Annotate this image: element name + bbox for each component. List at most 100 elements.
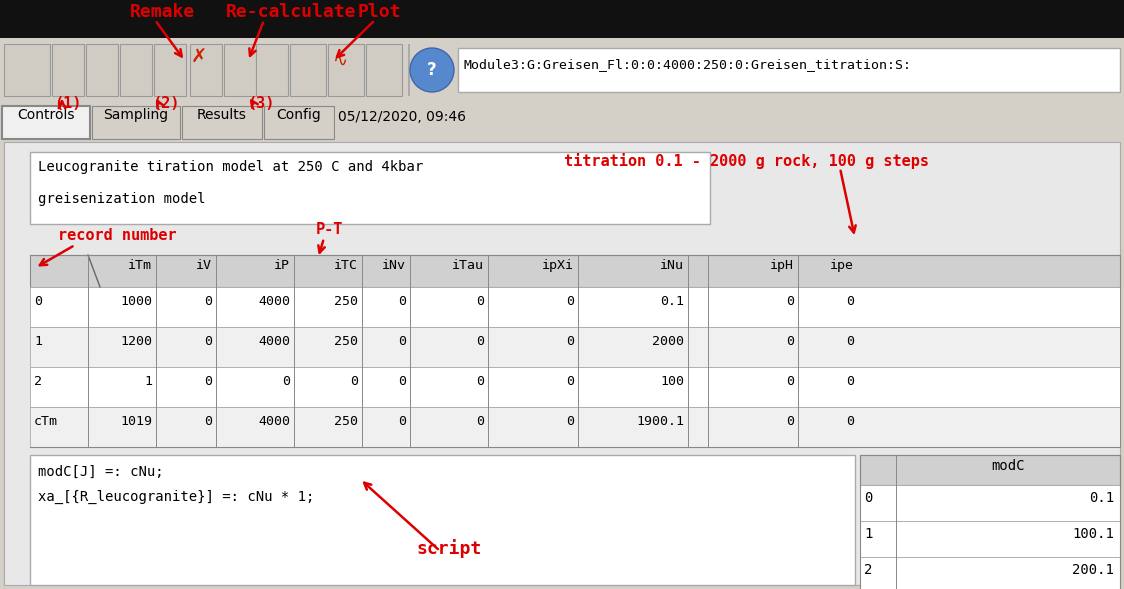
Text: iNv: iNv [382, 259, 406, 272]
Bar [860, 485, 1120, 521]
Text: modC: modC [991, 459, 1025, 473]
Text: 0: 0 [203, 295, 212, 308]
Bar [120, 44, 152, 96]
Bar [457, 48, 1120, 92]
Bar [0, 140, 1124, 589]
Text: 0.1: 0.1 [660, 295, 685, 308]
Bar [860, 521, 1120, 557]
Text: 200.1: 200.1 [1072, 563, 1114, 577]
Text: 4000: 4000 [259, 295, 290, 308]
Text: ipXi: ipXi [542, 259, 574, 272]
Text: 0: 0 [398, 415, 406, 428]
Text: 1900.1: 1900.1 [636, 415, 685, 428]
Bar [4, 142, 1120, 585]
Text: 0: 0 [566, 415, 574, 428]
Text: iTau: iTau [452, 259, 484, 272]
Text: 2: 2 [864, 563, 872, 577]
Text: titration 0.1 - 2000 g rock, 100 g steps: titration 0.1 - 2000 g rock, 100 g steps [564, 153, 930, 169]
Text: 250: 250 [334, 335, 359, 348]
Bar [366, 44, 402, 96]
Text: 0: 0 [475, 375, 484, 388]
Bar [4, 44, 49, 96]
Text: greisenization model: greisenization model [38, 192, 206, 206]
Text: 0: 0 [475, 335, 484, 348]
Bar [335, 108, 505, 136]
Text: 0: 0 [864, 491, 872, 505]
Text: 0: 0 [846, 335, 854, 348]
Text: 0: 0 [786, 335, 794, 348]
Text: 0: 0 [282, 375, 290, 388]
Text: 1: 1 [864, 527, 872, 541]
Circle shape [410, 48, 454, 92]
Text: 0: 0 [203, 375, 212, 388]
Text: Re-calculate: Re-calculate [226, 3, 356, 21]
Bar [264, 106, 334, 139]
Bar [860, 455, 1120, 589]
Text: ?: ? [427, 61, 437, 79]
Text: ipH: ipH [770, 259, 794, 272]
Bar [860, 557, 1120, 589]
Text: Plot: Plot [359, 3, 401, 21]
Text: iTm: iTm [128, 259, 152, 272]
Text: 0: 0 [475, 415, 484, 428]
Bar [224, 44, 256, 96]
Text: Sampling: Sampling [103, 108, 169, 122]
Text: Remake: Remake [130, 3, 196, 21]
Text: Config: Config [277, 108, 321, 122]
Bar [30, 407, 1120, 447]
Bar [190, 44, 223, 96]
Text: 0: 0 [398, 375, 406, 388]
Text: 250: 250 [334, 295, 359, 308]
Text: 2000: 2000 [652, 335, 685, 348]
Text: P-T: P-T [316, 222, 343, 237]
Text: 2: 2 [34, 375, 42, 388]
Bar [30, 255, 1120, 287]
Bar [154, 44, 185, 96]
Text: 0: 0 [566, 375, 574, 388]
Text: ipe: ipe [830, 259, 854, 272]
Text: 0: 0 [203, 415, 212, 428]
Bar [30, 367, 1120, 407]
Bar [290, 44, 326, 96]
Text: 05/12/2020, 09:46: 05/12/2020, 09:46 [338, 110, 466, 124]
Text: 1000: 1000 [120, 295, 152, 308]
Text: (1): (1) [54, 96, 81, 111]
Bar [92, 106, 180, 139]
Text: 0: 0 [846, 295, 854, 308]
Bar [256, 44, 288, 96]
Bar [860, 455, 1120, 485]
Bar [87, 44, 118, 96]
Text: cTm: cTm [34, 415, 58, 428]
Bar [408, 44, 410, 96]
Text: 250: 250 [334, 415, 359, 428]
Text: 0: 0 [34, 295, 42, 308]
Text: 0: 0 [203, 335, 212, 348]
Text: iP: iP [274, 259, 290, 272]
Text: Controls: Controls [17, 108, 75, 122]
Text: 0: 0 [566, 335, 574, 348]
Text: 0: 0 [350, 375, 359, 388]
Bar [2, 106, 90, 139]
Text: ✗: ✗ [191, 48, 207, 67]
Text: 0: 0 [475, 295, 484, 308]
Bar [0, 105, 1124, 140]
Text: 0: 0 [786, 415, 794, 428]
Text: iNu: iNu [660, 259, 685, 272]
Bar [30, 455, 855, 585]
Text: record number: record number [58, 228, 176, 243]
Text: 1200: 1200 [120, 335, 152, 348]
Text: 4000: 4000 [259, 335, 290, 348]
Text: 0: 0 [846, 375, 854, 388]
Text: Module3:G:Greisen_Fl:0:0:4000:250:0:Greisen_titration:S:: Module3:G:Greisen_Fl:0:0:4000:250:0:Grei… [464, 58, 912, 71]
Text: 1019: 1019 [120, 415, 152, 428]
Text: 4000: 4000 [259, 415, 290, 428]
Bar [328, 44, 364, 96]
Bar [0, 38, 1124, 105]
Text: 1: 1 [144, 375, 152, 388]
Text: 0: 0 [786, 375, 794, 388]
Text: 0: 0 [846, 415, 854, 428]
Text: (2): (2) [152, 96, 180, 111]
Bar [0, 0, 1124, 38]
Text: (3): (3) [247, 96, 274, 111]
Text: script: script [416, 539, 481, 558]
